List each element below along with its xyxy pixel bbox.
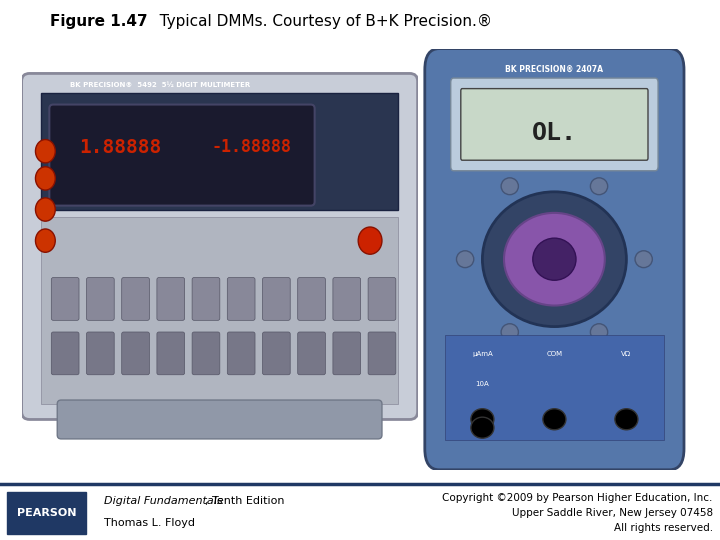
FancyBboxPatch shape — [425, 49, 684, 470]
Text: 10A: 10A — [475, 381, 490, 387]
FancyBboxPatch shape — [58, 400, 382, 439]
Text: Typical DMMs. Courtesy of B+K Precision.®: Typical DMMs. Courtesy of B+K Precision.… — [145, 15, 492, 30]
FancyBboxPatch shape — [368, 332, 396, 375]
Bar — [42, 93, 397, 210]
Text: OL.: OL. — [532, 121, 577, 145]
FancyBboxPatch shape — [263, 278, 290, 320]
Ellipse shape — [482, 192, 626, 327]
FancyBboxPatch shape — [122, 332, 150, 375]
Text: Thomas L. Floyd: Thomas L. Floyd — [104, 518, 195, 528]
Bar — [445, 335, 664, 440]
FancyBboxPatch shape — [263, 332, 290, 375]
Ellipse shape — [543, 409, 566, 430]
Ellipse shape — [590, 178, 608, 195]
FancyBboxPatch shape — [297, 332, 325, 375]
Text: , Tenth Edition: , Tenth Edition — [205, 496, 284, 507]
FancyBboxPatch shape — [49, 105, 315, 206]
FancyBboxPatch shape — [192, 278, 220, 320]
Text: BK PRECISION® 2407A: BK PRECISION® 2407A — [505, 65, 603, 74]
FancyBboxPatch shape — [228, 278, 255, 320]
Text: All rights reserved.: All rights reserved. — [613, 523, 713, 533]
FancyBboxPatch shape — [333, 332, 361, 375]
FancyBboxPatch shape — [122, 278, 150, 320]
FancyBboxPatch shape — [333, 278, 361, 320]
Ellipse shape — [359, 227, 382, 254]
FancyBboxPatch shape — [297, 278, 325, 320]
Ellipse shape — [35, 139, 55, 163]
Text: VΩ: VΩ — [621, 351, 631, 357]
Ellipse shape — [35, 198, 55, 221]
FancyBboxPatch shape — [51, 332, 79, 375]
Text: Digital Fundamentals: Digital Fundamentals — [104, 496, 223, 507]
Bar — [42, 217, 397, 404]
Text: BK PRECISION®  5492  5½ DIGIT MULTIMETER: BK PRECISION® 5492 5½ DIGIT MULTIMETER — [70, 82, 251, 88]
FancyBboxPatch shape — [7, 492, 86, 534]
Ellipse shape — [504, 213, 605, 306]
Ellipse shape — [471, 409, 494, 430]
Text: Figure 1.47: Figure 1.47 — [50, 15, 148, 29]
Ellipse shape — [501, 323, 518, 341]
Ellipse shape — [35, 167, 55, 190]
Ellipse shape — [35, 229, 55, 252]
Ellipse shape — [456, 251, 474, 268]
Ellipse shape — [635, 251, 652, 268]
Text: Upper Saddle River, New Jersey 07458: Upper Saddle River, New Jersey 07458 — [512, 508, 713, 518]
FancyBboxPatch shape — [22, 73, 418, 420]
FancyBboxPatch shape — [228, 332, 255, 375]
FancyBboxPatch shape — [451, 78, 658, 171]
FancyBboxPatch shape — [51, 278, 79, 320]
Text: µAmA: µAmA — [472, 351, 492, 357]
Text: PEARSON: PEARSON — [17, 508, 76, 518]
FancyBboxPatch shape — [86, 278, 114, 320]
Text: 1.88888: 1.88888 — [79, 138, 162, 157]
FancyBboxPatch shape — [192, 332, 220, 375]
Text: COM: COM — [546, 351, 562, 357]
Ellipse shape — [533, 238, 576, 280]
Text: Copyright ©2009 by Pearson Higher Education, Inc.: Copyright ©2009 by Pearson Higher Educat… — [442, 494, 713, 503]
FancyBboxPatch shape — [86, 332, 114, 375]
Ellipse shape — [471, 417, 494, 438]
FancyBboxPatch shape — [368, 278, 396, 320]
Ellipse shape — [501, 178, 518, 195]
Ellipse shape — [615, 409, 638, 430]
Ellipse shape — [590, 323, 608, 341]
FancyBboxPatch shape — [157, 332, 184, 375]
Text: -1.88888: -1.88888 — [211, 138, 292, 156]
FancyBboxPatch shape — [461, 89, 648, 160]
FancyBboxPatch shape — [157, 278, 184, 320]
